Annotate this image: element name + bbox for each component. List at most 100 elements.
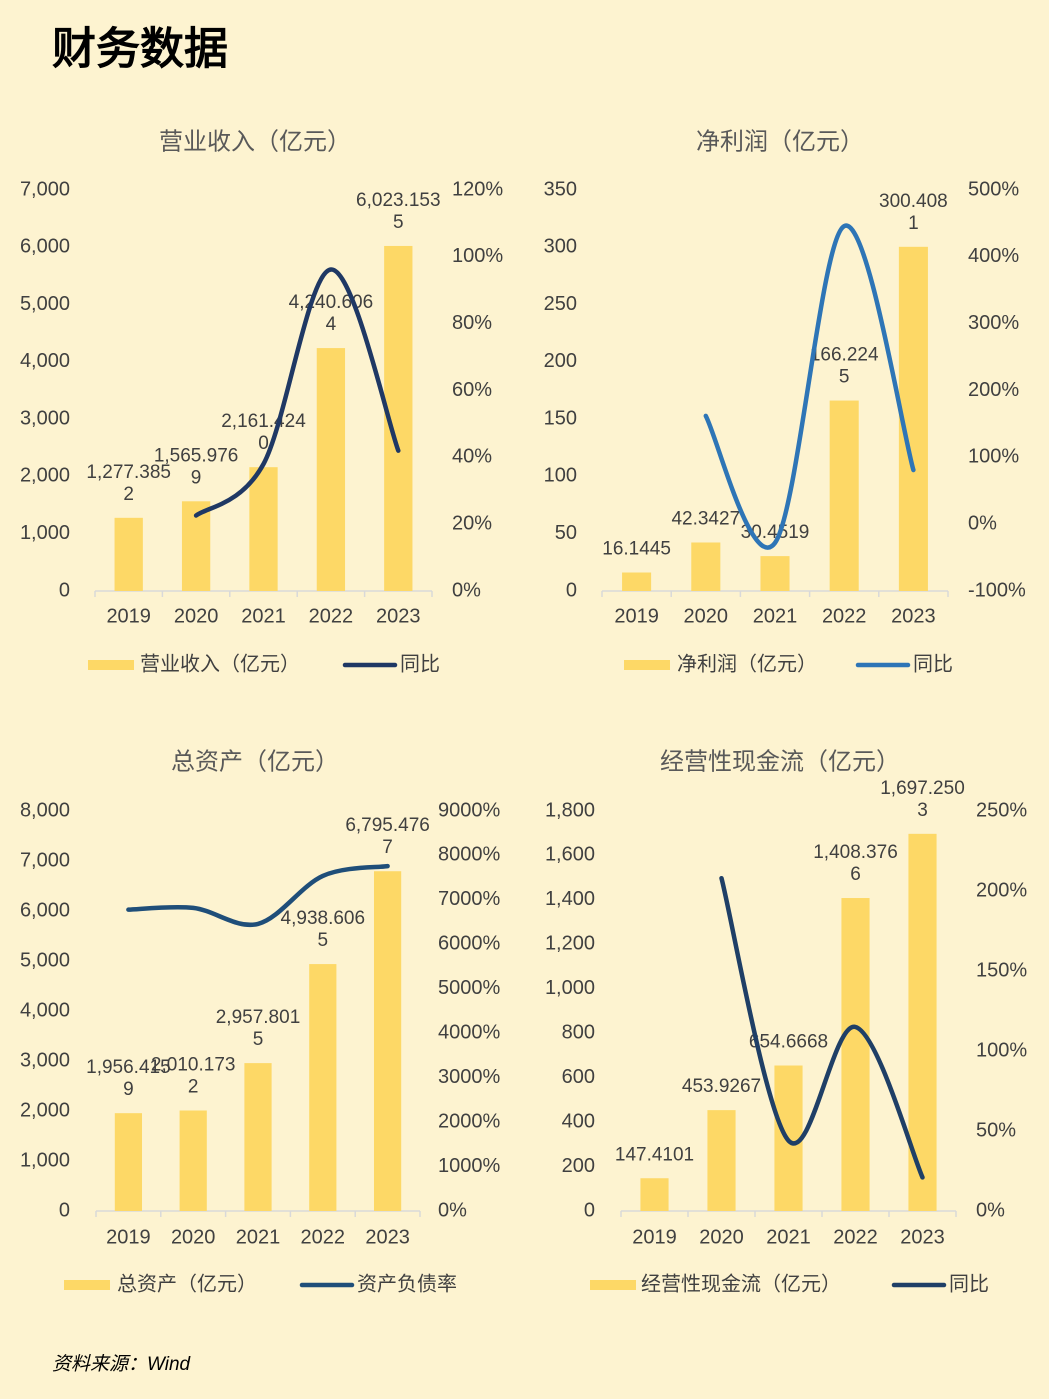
y2-tick-label: 300% xyxy=(968,312,1019,334)
line xyxy=(193,267,401,518)
y2-tick-label: 5000% xyxy=(438,977,500,999)
y-tick-label: 5,000 xyxy=(20,293,70,315)
bar xyxy=(244,1063,272,1211)
y-tick-label: 600 xyxy=(562,1066,595,1088)
y2-tick-label: 50% xyxy=(976,1119,1016,1141)
y2-tick-label: 120% xyxy=(452,178,503,200)
legend-label: 资产负债率 xyxy=(357,1272,457,1295)
value-label: 6,795.476 7 xyxy=(345,815,430,858)
y-tick-label: 1,400 xyxy=(545,888,595,910)
y-tick-label: 1,200 xyxy=(545,933,595,955)
y2-tick-label: 80% xyxy=(452,312,492,334)
value-label: 16.1445 xyxy=(602,539,671,560)
x-tick-label: 2022 xyxy=(833,1226,878,1248)
y-tick-label: 800 xyxy=(562,1022,595,1044)
value-label: 147.4101 xyxy=(615,1144,694,1165)
line xyxy=(126,863,390,928)
y-tick-label: 250 xyxy=(544,293,577,315)
y-tick-label: 150 xyxy=(544,407,577,429)
y-tick-label: 0 xyxy=(59,1199,70,1221)
y2-tick-label: -100% xyxy=(968,579,1026,601)
chart-title: 营业收入（亿元） xyxy=(159,128,351,155)
y2-tick-label: 200% xyxy=(976,879,1027,901)
y2-tick-label: 100% xyxy=(968,446,1019,468)
bar xyxy=(114,1113,143,1211)
bar xyxy=(640,1178,669,1211)
bar xyxy=(841,898,870,1211)
y2-tick-label: 0% xyxy=(968,512,997,534)
value-label: 1,956.415 9 xyxy=(86,1057,171,1100)
y-tick-label: 400 xyxy=(562,1110,595,1132)
x-tick-label: 2020 xyxy=(684,605,729,627)
x-tick-label: 2021 xyxy=(753,605,798,627)
value-label: 4,938.606 5 xyxy=(281,908,366,951)
y2-tick-label: 40% xyxy=(452,446,492,468)
y2-tick-label: 8000% xyxy=(438,844,500,866)
y2-tick-label: 60% xyxy=(452,379,492,401)
legend-label: 营业收入（亿元） xyxy=(140,652,300,675)
legend-swatch xyxy=(64,1280,110,1290)
y-tick-label: 4,000 xyxy=(20,350,70,372)
y2-tick-label: 400% xyxy=(968,245,1019,267)
y-tick-label: 7,000 xyxy=(20,178,70,200)
x-tick-label: 2021 xyxy=(236,1226,281,1248)
y-tick-label: 2,000 xyxy=(20,1099,70,1121)
y-tick-label: 2,000 xyxy=(20,465,70,487)
x-tick-label: 2022 xyxy=(301,1226,346,1248)
y-tick-label: 300 xyxy=(544,236,577,258)
y2-tick-label: 100% xyxy=(976,1039,1027,1061)
y-tick-label: 0 xyxy=(584,1199,595,1221)
y2-tick-label: 100% xyxy=(452,245,503,267)
y2-tick-label: 250% xyxy=(976,799,1027,821)
legend-swatch xyxy=(88,660,134,670)
y-tick-label: 0 xyxy=(566,579,577,601)
x-tick-label: 2023 xyxy=(376,605,421,627)
value-label: 30.4519 xyxy=(741,522,810,543)
value-label: 654.6668 xyxy=(749,1032,828,1053)
value-label: 166.224 5 xyxy=(810,345,879,388)
y-tick-label: 1,000 xyxy=(545,977,595,999)
x-tick-label: 2022 xyxy=(822,605,867,627)
x-tick-label: 2020 xyxy=(699,1226,744,1248)
value-label: 2,161.424 0 xyxy=(221,411,306,454)
legend-label: 经营性现金流（亿元） xyxy=(641,1272,841,1295)
y-tick-label: 3,000 xyxy=(20,1049,70,1071)
x-tick-label: 2022 xyxy=(309,605,354,627)
y2-tick-label: 0% xyxy=(452,579,481,601)
x-tick-label: 2023 xyxy=(365,1226,410,1248)
y-tick-label: 1,800 xyxy=(545,799,595,821)
y2-tick-label: 20% xyxy=(452,512,492,534)
chart-title: 总资产（亿元） xyxy=(171,748,339,775)
line xyxy=(703,223,916,550)
x-tick-label: 2021 xyxy=(241,605,286,627)
legend-label: 同比 xyxy=(400,652,440,675)
source-note: 资料来源：Wind xyxy=(52,1354,192,1375)
y-tick-label: 7,000 xyxy=(20,849,70,871)
chart-title: 净利润（亿元） xyxy=(696,128,864,155)
value-label: 42.3427 xyxy=(671,509,740,530)
y-tick-label: 4,000 xyxy=(20,999,70,1021)
y-tick-label: 8,000 xyxy=(20,799,70,821)
y-tick-label: 200 xyxy=(562,1155,595,1177)
y2-tick-label: 150% xyxy=(976,959,1027,981)
y-tick-label: 100 xyxy=(544,465,577,487)
legend-swatch xyxy=(590,1280,636,1290)
bar xyxy=(373,871,402,1211)
value-label: 1,408.376 6 xyxy=(813,842,898,885)
y-tick-label: 1,000 xyxy=(20,522,70,544)
y2-tick-label: 0% xyxy=(438,1199,467,1221)
y-tick-label: 5,000 xyxy=(20,949,70,971)
value-label: 6,023.153 5 xyxy=(356,190,441,233)
y-tick-label: 1,000 xyxy=(20,1149,70,1171)
legend-label: 净利润（亿元） xyxy=(677,652,817,675)
y2-tick-label: 6000% xyxy=(438,933,500,955)
legend-swatch xyxy=(624,660,670,670)
bar xyxy=(114,517,143,591)
y2-tick-label: 7000% xyxy=(438,888,500,910)
bar xyxy=(316,348,346,591)
bar xyxy=(829,400,859,591)
x-tick-label: 2019 xyxy=(614,605,659,627)
y-tick-label: 350 xyxy=(544,178,577,200)
y2-tick-label: 0% xyxy=(976,1199,1005,1221)
